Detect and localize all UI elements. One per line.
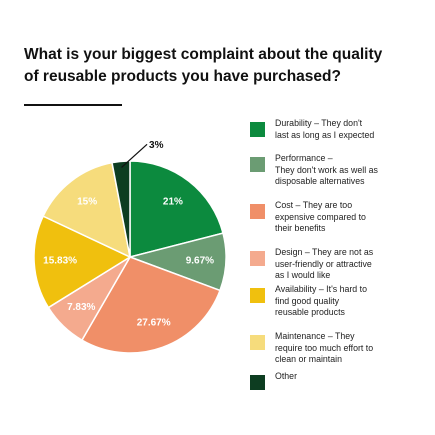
legend-swatch: [250, 157, 265, 172]
legend-swatch: [250, 288, 265, 303]
legend-swatch: [250, 251, 265, 266]
pie-label-design: 7.83%: [67, 302, 95, 313]
legend-swatch: [250, 375, 265, 390]
legend-swatch: [250, 335, 265, 350]
pie-label-cost: 27.67%: [137, 318, 171, 329]
legend-swatch: [250, 204, 265, 219]
legend-label: Performance – They don't work as well as d…: [275, 153, 378, 186]
legend-item: Performance – They don't work as well as d…: [250, 153, 425, 188]
pie-label-availability: 15.83%: [43, 256, 77, 267]
legend-label: Durability – They don't last as long as I…: [275, 118, 375, 140]
pie-slice-maintenance: [42, 161, 132, 259]
legend-item: Design – They are not as user-friendly or…: [250, 247, 425, 282]
legend-label: Design – They are not as user-friendly or…: [275, 247, 374, 280]
legend-item: Other: [250, 371, 425, 390]
legend-item: Cost – They are too expensive compared to…: [250, 200, 425, 235]
pie-label-other: 3%: [149, 140, 164, 151]
chart-title-line-2: of reusable products you have purchased?: [24, 68, 341, 85]
chart-title-line-1: What is your biggest complaint about the…: [24, 46, 383, 63]
pie-slice-durability: [129, 160, 224, 258]
chart-title: What is your biggest complaint about the…: [24, 44, 424, 88]
legend-label: Other: [275, 371, 298, 381]
legend-swatch: [250, 122, 265, 137]
pie-slice-availability: [33, 215, 132, 309]
legend-label: Availability – It's hard to find good qua…: [275, 284, 367, 317]
pie-label-durability: 21%: [163, 196, 183, 207]
pie-label-maintenance: 15%: [77, 196, 97, 207]
pie-slice-other: [111, 160, 131, 258]
legend-item: Durability – They don't last as long as I…: [250, 118, 425, 141]
legend-item: Maintenance – They require too much effor…: [250, 331, 425, 366]
pie-label-performance: 9.67%: [186, 255, 214, 266]
pie-leader-line: [121, 143, 148, 168]
legend-item: Availability – It's hard to find good qua…: [250, 284, 425, 319]
title-divider: [24, 104, 122, 106]
legend-label: Maintenance – They require too much effor…: [275, 331, 374, 364]
legend-label: Cost – They are too expensive compared to…: [275, 200, 366, 233]
